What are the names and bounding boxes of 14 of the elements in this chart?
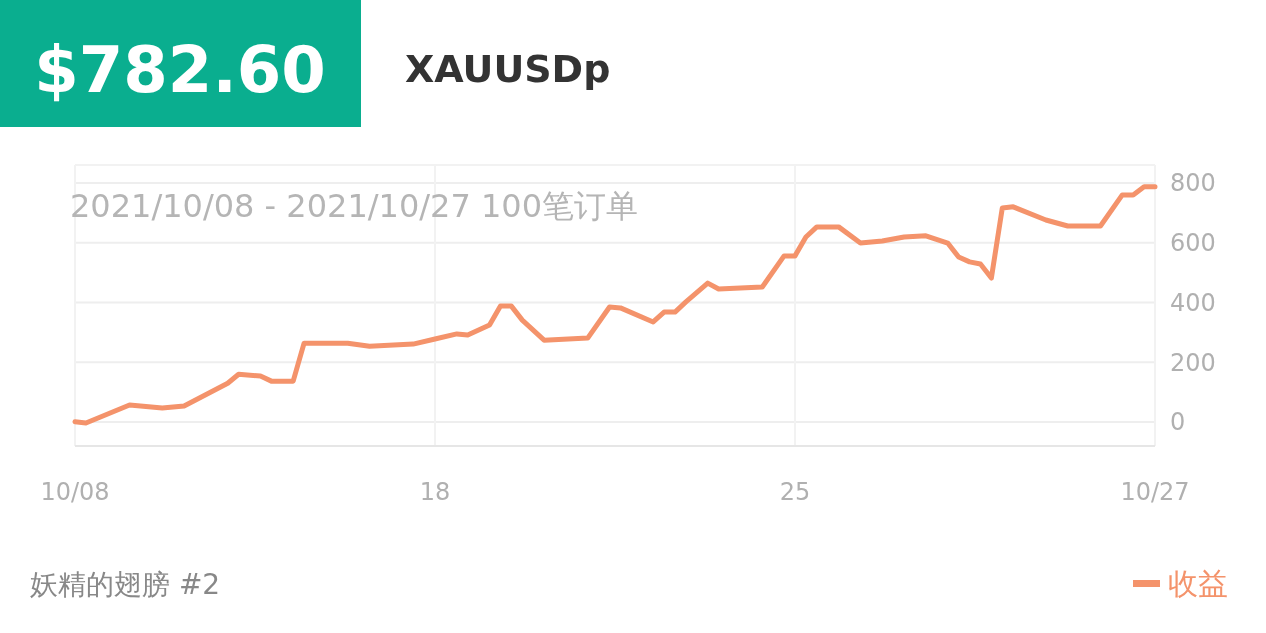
y-tick-label: 0 [1170, 408, 1186, 437]
y-tick-label: 400 [1170, 288, 1216, 317]
x-tick-label: 10/27 [1120, 478, 1190, 506]
x-tick-label: 25 [779, 478, 811, 506]
chart-subtitle: XAUUSDp [405, 47, 611, 91]
chart-title: $782.60 [34, 33, 326, 107]
legend-label: 收益 [1168, 565, 1228, 601]
x-tick-label: 10/08 [40, 478, 110, 506]
y-tick-label: 600 [1170, 229, 1216, 258]
y-tick-label: 800 [1170, 169, 1216, 198]
annotation: 2021/10/08 - 2021/10/27 100笔订单 [70, 187, 639, 225]
x-tick-label: 18 [419, 478, 451, 506]
y-tick-label: 200 [1170, 348, 1216, 377]
text: 妖精的翅膀 #2 [30, 568, 221, 601]
